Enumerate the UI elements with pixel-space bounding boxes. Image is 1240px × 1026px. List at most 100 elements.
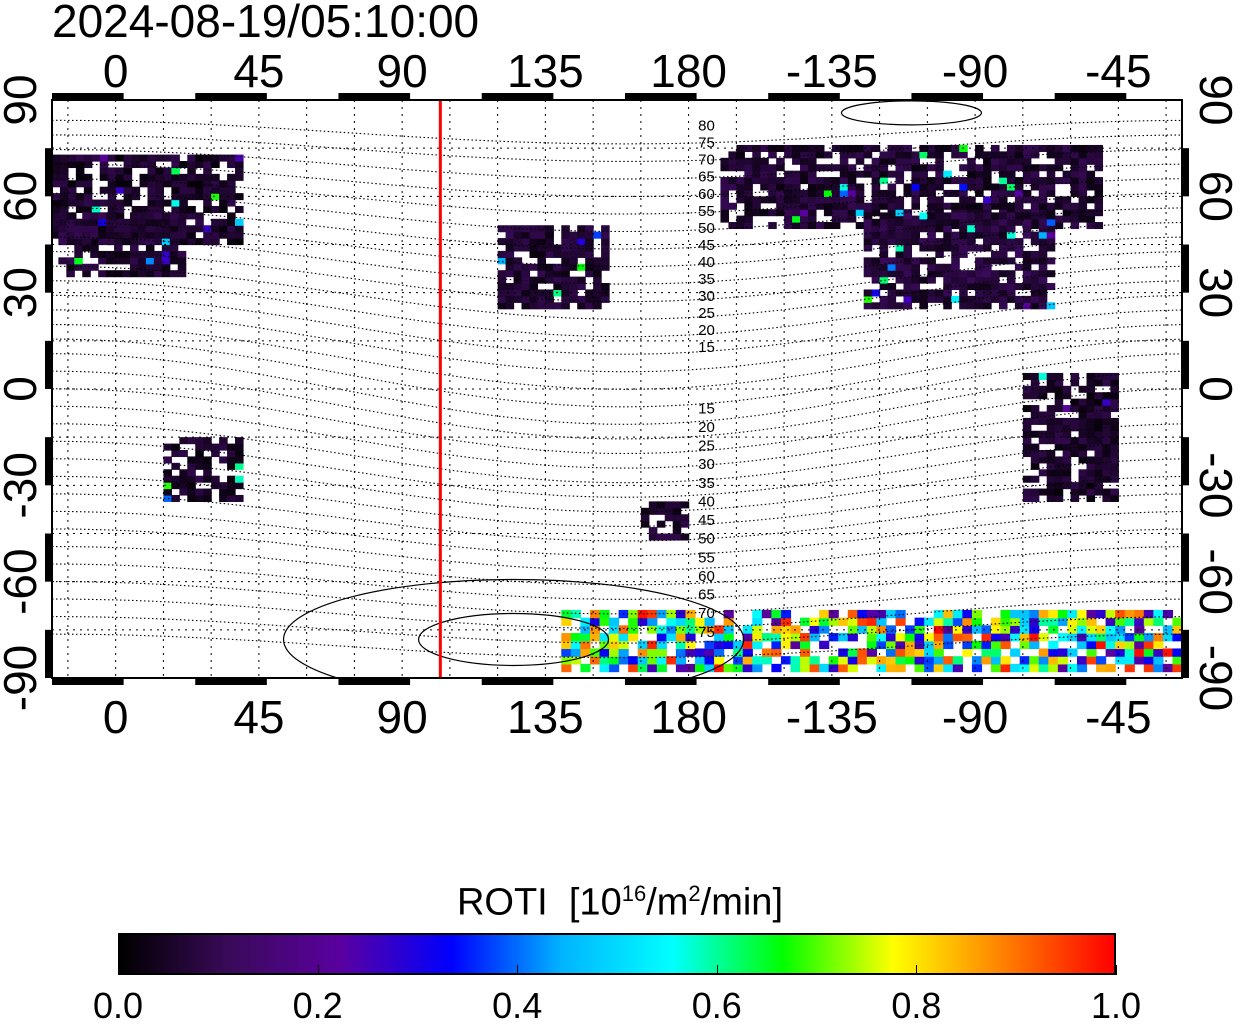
roti-cell — [1014, 196, 1024, 204]
roti-cell — [1062, 475, 1072, 483]
roti-cell — [895, 164, 905, 172]
roti-cell — [863, 295, 873, 303]
roti-cell — [1070, 450, 1080, 458]
roti-cell — [1102, 411, 1111, 419]
roti-cell — [497, 283, 507, 291]
roti-cell — [497, 225, 507, 233]
lon-label-bottom: -90 — [942, 691, 1008, 743]
roti-cell — [139, 173, 149, 181]
roti-cell — [122, 250, 131, 258]
roti-cell — [90, 212, 99, 220]
roti-cell — [1105, 617, 1116, 626]
roti-cell — [927, 270, 936, 278]
roti-cell — [521, 244, 531, 252]
roti-cell — [195, 450, 204, 458]
roti-cell — [580, 633, 591, 642]
roti-cell — [106, 218, 115, 226]
roti-cell — [911, 164, 920, 172]
roti-cell — [962, 609, 973, 619]
roti-cell — [911, 231, 920, 239]
roti-cell — [784, 151, 793, 159]
roti-cell — [1054, 443, 1064, 451]
roti-cell — [585, 257, 594, 265]
roti-cell — [1110, 443, 1119, 451]
roti-cell — [1110, 462, 1119, 470]
roti-cell — [513, 225, 523, 233]
roti-cell — [914, 663, 925, 673]
roti-cell — [1172, 617, 1182, 626]
roti-cell — [983, 183, 992, 191]
roti-cell — [967, 302, 976, 310]
roti-cell — [161, 212, 171, 220]
roti-cell — [569, 263, 578, 271]
roti-cell — [195, 154, 204, 162]
roti-cell — [82, 238, 91, 246]
roti-cell — [585, 250, 594, 258]
roti-cell — [656, 501, 666, 509]
roti-cell — [1102, 392, 1111, 400]
roti-cell — [919, 289, 928, 297]
roti-cell — [694, 625, 706, 634]
roti-cell — [227, 154, 236, 162]
roti-cell — [561, 276, 570, 284]
roti-cell — [1078, 450, 1088, 458]
roti-cell — [879, 263, 889, 271]
roti-cell — [179, 238, 188, 246]
roti-cell — [991, 231, 1000, 239]
south-pole-oval-outer — [283, 578, 745, 678]
roti-cell — [1086, 430, 1096, 438]
roti-cell — [776, 209, 785, 217]
roti-cell — [807, 189, 817, 197]
roti-cell — [179, 469, 188, 477]
roti-cell — [903, 164, 913, 172]
roti-cell — [211, 450, 220, 458]
roti-cell — [1054, 437, 1064, 445]
roti-cell — [924, 648, 935, 657]
roti-cell — [1006, 189, 1016, 197]
roti-cell — [155, 205, 165, 213]
roti-cell — [179, 173, 188, 181]
roti-cell — [1086, 609, 1097, 619]
roti-cell — [927, 183, 936, 191]
roti-cell — [776, 189, 785, 197]
roti-cell — [1062, 437, 1072, 445]
roti-cell — [1038, 164, 1048, 172]
roti-cell — [1070, 157, 1080, 165]
roti-cell — [129, 244, 139, 252]
roti-cell — [971, 640, 983, 650]
roti-cell — [90, 250, 99, 258]
roti-cell — [991, 640, 1002, 650]
roti-cell — [720, 177, 730, 185]
roti-cell — [123, 193, 133, 201]
roti-cell — [959, 189, 968, 197]
roti-cell — [52, 173, 61, 181]
roti-cell — [935, 183, 944, 191]
roti-cell — [1162, 633, 1174, 642]
roti-cell — [847, 617, 858, 626]
roti-cell — [637, 640, 648, 650]
roti-cell — [1029, 633, 1040, 642]
roti-cell — [227, 238, 236, 246]
roti-cell — [1046, 417, 1056, 425]
roti-cell — [895, 648, 906, 657]
roti-cell — [885, 640, 897, 650]
roti-cell — [991, 663, 1002, 673]
roti-cell — [1019, 663, 1030, 673]
roti-cell — [983, 225, 992, 233]
roti-cell — [847, 202, 857, 210]
roti-cell — [967, 183, 976, 191]
roti-cell — [628, 617, 639, 626]
roti-cell — [585, 225, 594, 233]
roti-cell — [59, 173, 69, 181]
roti-cell — [147, 154, 157, 162]
roti-cell — [1030, 289, 1040, 297]
roti-cell — [927, 244, 936, 252]
roti-cell — [1022, 189, 1032, 197]
roti-cell — [911, 225, 920, 233]
roti-cell — [720, 196, 730, 204]
roti-cell — [790, 656, 801, 665]
roti-cell — [1086, 475, 1096, 483]
roti-cell — [171, 167, 180, 175]
roti-cell — [570, 633, 581, 642]
roti-cell — [1022, 430, 1032, 438]
